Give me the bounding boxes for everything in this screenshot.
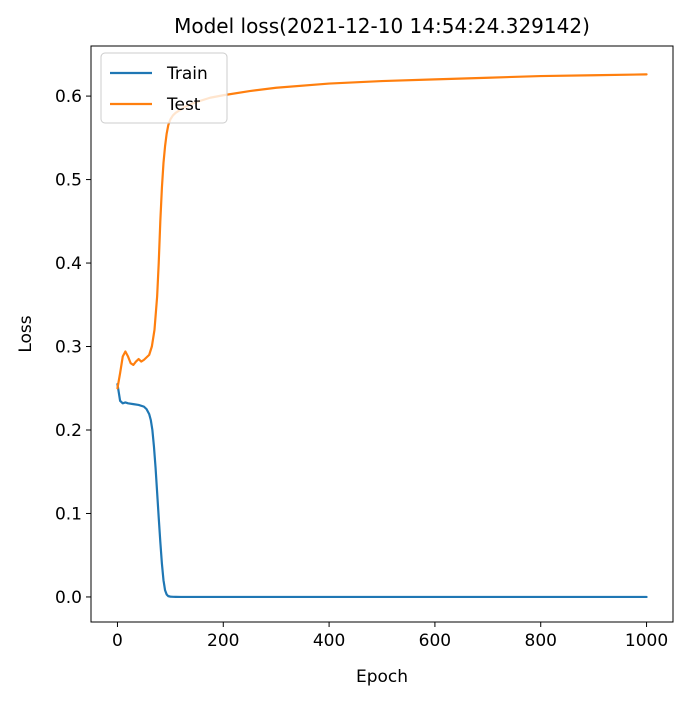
series-line-test [116,73,648,390]
series-line-train [116,382,648,599]
legend: Train Test [100,52,228,124]
x-tick-label: 600 [419,631,451,651]
x-tick-label: 800 [525,631,557,651]
chart-title: Model loss(2021-12-10 14:54:24.329142) [174,14,590,38]
legend-box [100,52,228,124]
x-axis-label: Epoch [356,667,408,687]
y-tick-label: 0.6 [55,87,82,107]
y-tick-label: 0.2 [55,421,82,441]
x-tick-label: 400 [313,631,345,651]
y-axis-label: Loss [16,315,36,352]
legend-label-test: Test [166,95,201,115]
y-tick-label: 0.5 [55,171,82,191]
y-tick-label: 0.3 [55,338,82,358]
legend-label-train: Train [166,64,208,84]
y-tick-label: 0.4 [55,254,82,274]
axis-ticks: 0 200 400 600 800 1000 0.0 0.1 0.2 0.3 0.4 0.5 0.6 [55,87,668,651]
y-tick-label: 0.0 [55,588,82,608]
x-tick-label: 1000 [625,631,668,651]
axes-frame [90,45,674,623]
y-tick-label: 0.1 [55,504,82,524]
x-tick-label: 0 [112,631,123,651]
plot-area [116,73,648,599]
x-tick-label: 200 [207,631,239,651]
